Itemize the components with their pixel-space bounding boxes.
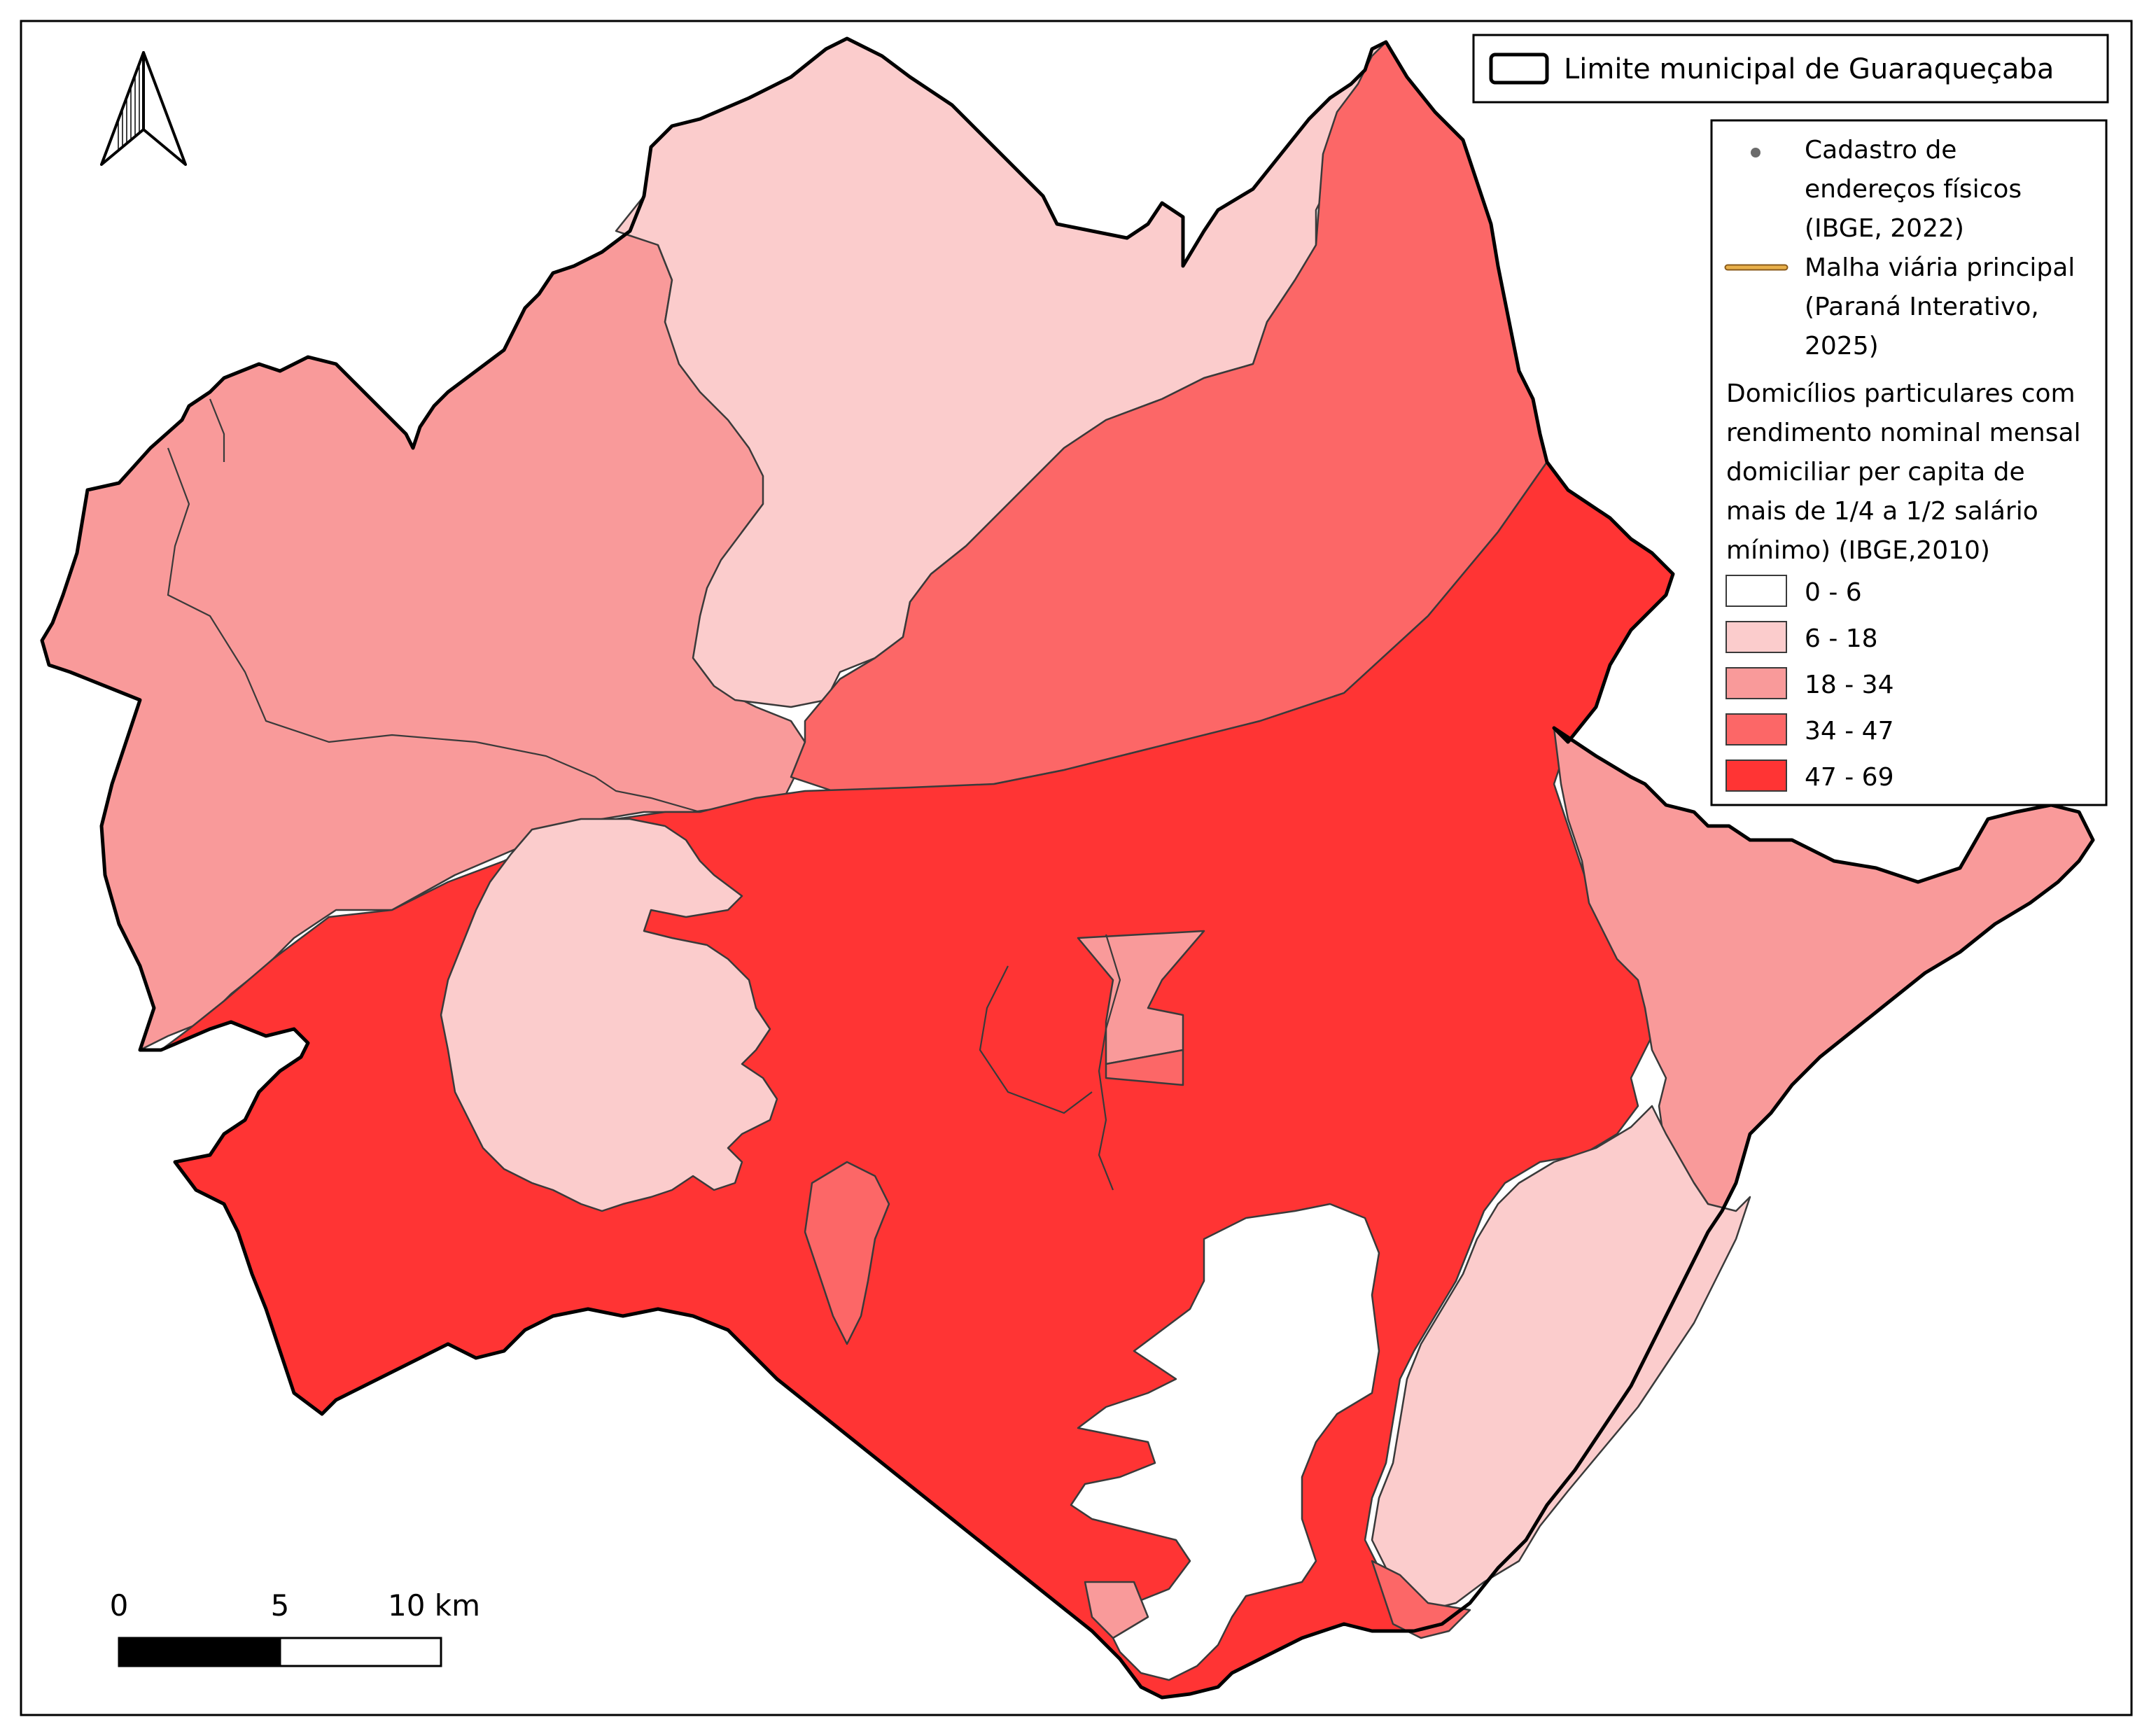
- scale-label-10km: 10 km: [388, 1588, 480, 1623]
- legend-title-line-3: domiciliar per capita de: [1726, 458, 2025, 486]
- legend-swatch-0-6: [1726, 575, 1787, 607]
- legend-points-line-1: Cadastro de: [1805, 136, 1956, 164]
- legend-title-line-1: Domicílios particulares com: [1726, 379, 2076, 408]
- region-bay-edge-18-34: [1084, 1581, 1149, 1639]
- internal-boundaries: [167, 398, 1121, 1191]
- legend-points-line-3: (IBGE, 2022): [1805, 214, 1964, 243]
- legend-swatch-34-47: [1726, 713, 1787, 746]
- boundary-legend: Limite municipal de Guaraqueçaba: [1472, 34, 2109, 104]
- boundary-legend-label: Limite municipal de Guaraqueçaba: [1564, 53, 2054, 85]
- legend-roads-line-1: Malha viária principal: [1805, 253, 2075, 282]
- region-central-6-18: [440, 818, 778, 1212]
- choropleth-regions: [41, 37, 2094, 1699]
- legend-points-line-2: endereços físicos: [1805, 175, 2022, 204]
- legend-title-line-5: mínimo) (IBGE,2010): [1726, 536, 1990, 565]
- legend-swatch-6-18: [1726, 621, 1787, 653]
- region-central-34-47-a: [1077, 930, 1205, 1065]
- legend-roads-line-2: (Paraná Interativo,: [1805, 293, 2039, 321]
- legend-class-0-6: 0 - 6: [1805, 578, 1862, 607]
- address-points-symbol: [1751, 148, 1760, 158]
- legend-class-34-47: 34 - 47: [1805, 717, 1894, 746]
- scale-bar: 0 5 10 km: [110, 1588, 480, 1667]
- boundary-legend-swatch: [1489, 52, 1549, 85]
- legend-roads-line-3: 2025): [1805, 332, 1879, 360]
- legend-title-line-4: mais de 1/4 a 1/2 salário: [1726, 497, 2038, 526]
- north-arrow-icon: [100, 51, 187, 166]
- region-island-34-47: [804, 1161, 890, 1345]
- main-legend: Cadastro de endereços físicos (IBGE, 202…: [1710, 119, 2108, 806]
- municipal-boundary: [40, 36, 2095, 1700]
- scale-label-0: 0: [110, 1588, 129, 1623]
- legend-swatch-47-69: [1726, 760, 1787, 792]
- legend-title-line-2: rendimento nominal mensal: [1726, 419, 2081, 447]
- scale-label-5: 5: [271, 1588, 290, 1623]
- legend-class-6-18: 6 - 18: [1805, 624, 1878, 653]
- region-central-34-47-b: [1105, 1049, 1184, 1086]
- legend-class-18-34: 18 - 34: [1805, 671, 1894, 699]
- region-coast-34-47: [1371, 1560, 1471, 1639]
- legend-class-47-69: 47 - 69: [1805, 763, 1894, 792]
- legend-swatch-18-34: [1726, 667, 1787, 699]
